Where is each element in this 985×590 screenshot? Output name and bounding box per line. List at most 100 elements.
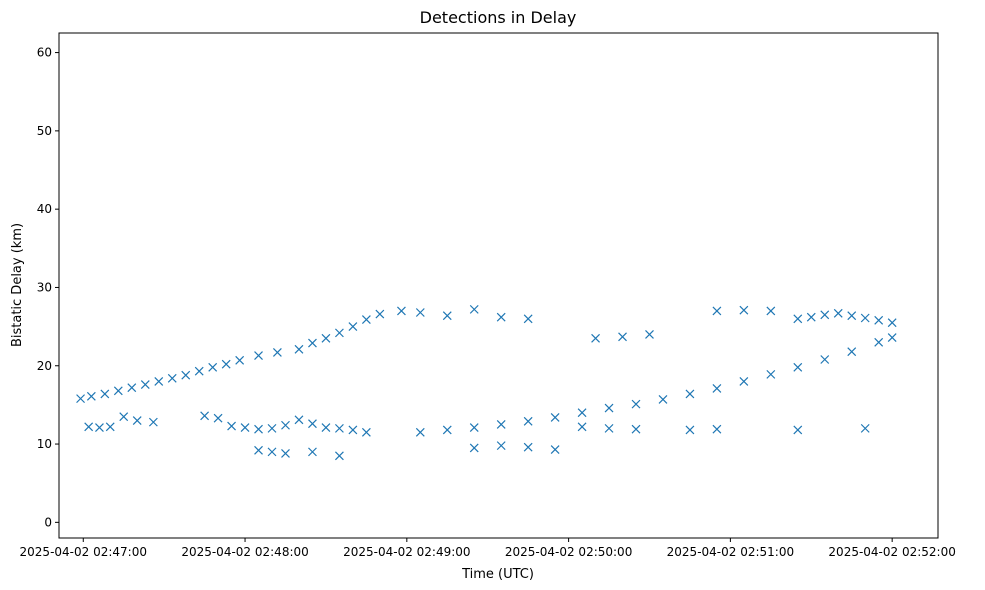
data-point	[847, 347, 857, 357]
plot-frame	[58, 32, 939, 539]
x-tick-label: 2025-04-02 02:48:00	[181, 545, 308, 559]
data-point	[76, 394, 85, 404]
x-tick-label: 2025-04-02 02:47:00	[20, 545, 147, 559]
data-point	[348, 322, 358, 332]
data-point	[415, 427, 425, 437]
data-point	[321, 423, 331, 433]
data-point	[334, 451, 344, 461]
data-point	[254, 351, 263, 360]
data-point	[235, 355, 245, 365]
data-point	[181, 370, 191, 380]
data-point	[860, 313, 870, 323]
data-point	[766, 306, 776, 316]
data-point	[267, 423, 277, 433]
data-point	[200, 411, 210, 421]
data-point	[281, 449, 290, 458]
data-point	[308, 419, 317, 429]
data-point	[618, 332, 627, 342]
data-point	[308, 447, 317, 457]
data-point	[469, 443, 479, 453]
y-tick-label: 50	[37, 124, 52, 138]
data-point	[119, 412, 129, 422]
data-point	[523, 442, 533, 452]
data-point	[793, 362, 803, 372]
chart-title: Detections in Delay	[420, 8, 577, 27]
data-point	[221, 359, 231, 369]
data-point	[631, 424, 641, 434]
data-point	[685, 389, 695, 399]
data-point	[154, 376, 164, 386]
data-point	[523, 416, 533, 426]
data-point	[334, 423, 344, 433]
data-point	[148, 417, 158, 427]
y-axis-label: Bistatic Delay (km)	[10, 223, 25, 347]
data-point	[874, 315, 884, 325]
data-point	[604, 403, 614, 413]
data-point	[281, 420, 290, 430]
data-point	[227, 421, 236, 431]
y-tick-label: 30	[37, 280, 52, 294]
data-point	[577, 422, 587, 432]
data-point	[712, 384, 722, 393]
data-point	[415, 308, 425, 317]
data-point	[712, 306, 722, 316]
data-point	[294, 344, 304, 354]
data-point	[272, 348, 282, 357]
data-point	[105, 422, 115, 432]
data-point	[577, 408, 587, 418]
x-tick-label: 2025-04-02 02:51:00	[667, 545, 794, 559]
data-point	[361, 427, 371, 437]
x-tick-label: 2025-04-02 02:50:00	[505, 545, 632, 559]
y-tick-label: 20	[37, 359, 52, 373]
data-point	[132, 416, 142, 425]
data-point	[887, 318, 897, 328]
data-point	[820, 355, 830, 364]
data-point	[645, 330, 654, 339]
y-axis: 0 10 20 30 40 50 60	[37, 46, 59, 529]
data-point	[496, 312, 506, 322]
data-point	[334, 328, 344, 338]
data-point	[496, 420, 506, 429]
plot-area	[58, 32, 939, 539]
data-point	[167, 373, 177, 383]
data-point	[254, 424, 263, 434]
data-point	[820, 310, 830, 320]
data-point	[213, 413, 223, 423]
data-point	[712, 424, 722, 434]
data-point	[100, 389, 110, 399]
data-point	[361, 315, 371, 324]
data-point	[604, 423, 614, 433]
y-tick-label: 60	[37, 46, 52, 60]
data-point	[375, 309, 385, 319]
data-point	[86, 391, 96, 401]
scatter-markers	[76, 304, 897, 461]
data-point	[397, 306, 406, 316]
data-point	[84, 422, 94, 432]
data-point	[294, 415, 304, 425]
data-point	[793, 425, 803, 435]
data-point	[442, 425, 452, 435]
data-point	[874, 337, 884, 347]
data-point	[833, 308, 843, 318]
data-point	[267, 447, 277, 457]
y-tick-label: 40	[37, 202, 52, 216]
data-point	[685, 425, 695, 435]
data-point	[140, 380, 150, 389]
data-point	[631, 399, 641, 409]
data-point	[208, 362, 218, 372]
x-axis: 2025-04-02 02:47:00 2025-04-02 02:48:00 20…	[20, 538, 956, 559]
data-point	[113, 386, 123, 396]
data-point	[254, 445, 263, 455]
data-point	[127, 383, 137, 393]
x-tick-label: 2025-04-02 02:52:00	[828, 545, 955, 559]
data-point	[739, 305, 749, 315]
data-point	[496, 441, 506, 451]
data-point	[194, 366, 204, 376]
data-point	[806, 312, 816, 322]
data-point	[550, 413, 560, 422]
data-point	[469, 423, 479, 433]
data-point	[658, 394, 668, 404]
data-point	[95, 423, 104, 433]
data-point	[739, 376, 749, 386]
y-tick-label: 0	[44, 515, 52, 529]
